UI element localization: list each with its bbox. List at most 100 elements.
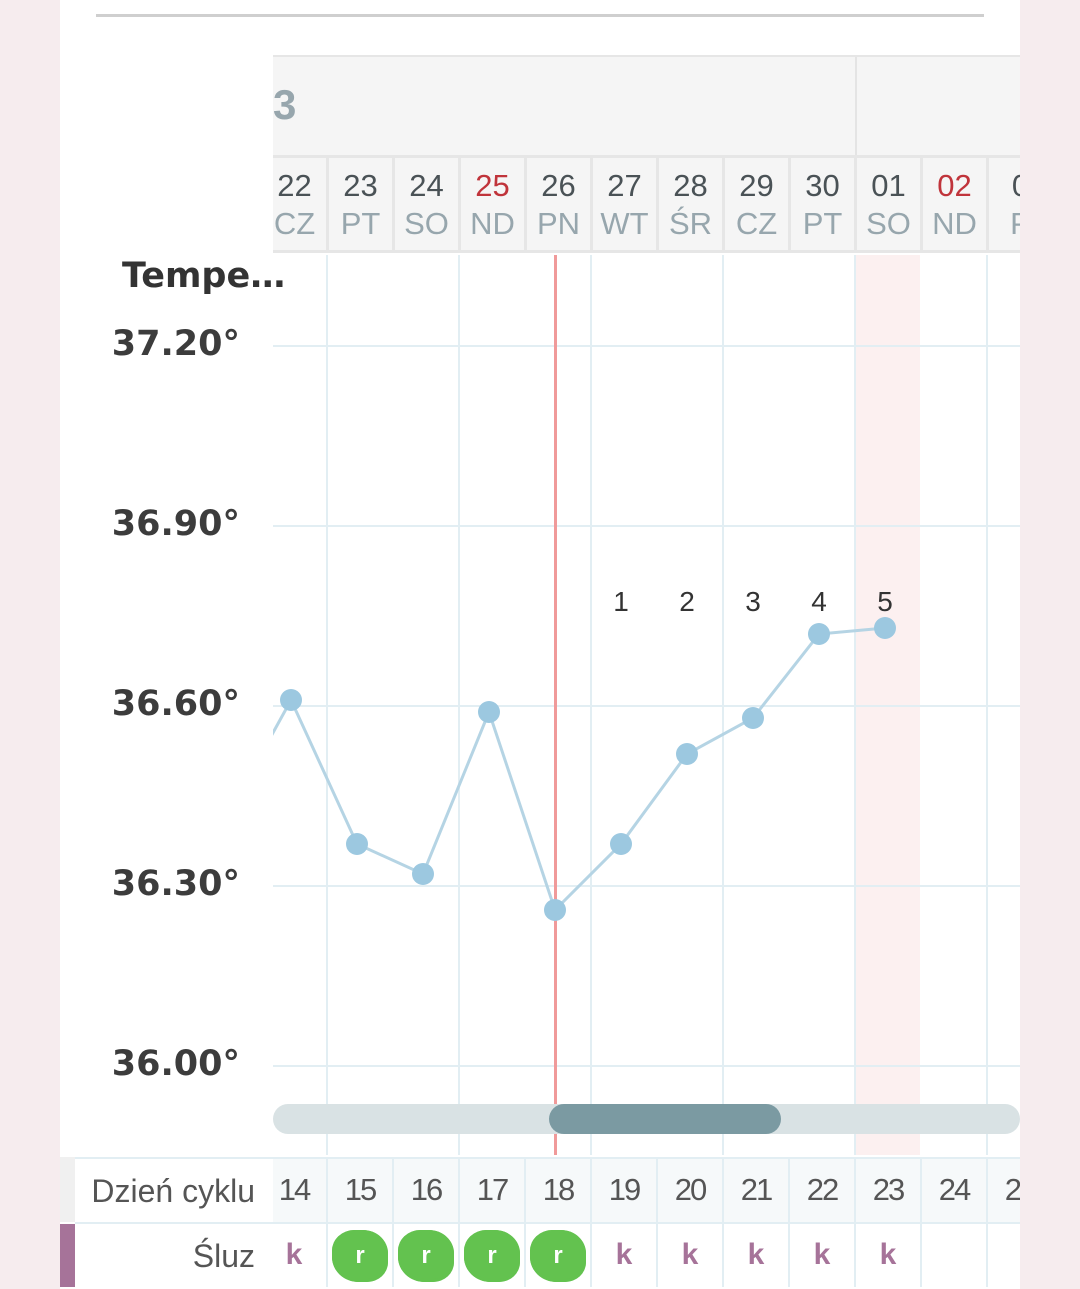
cycle-day-cell: 20 <box>656 1157 722 1222</box>
weekday-name: PN <box>536 206 581 241</box>
temperature-point[interactable] <box>808 623 830 645</box>
temperature-point[interactable] <box>280 689 302 711</box>
weekday-name: ND <box>932 206 977 241</box>
cycle-day-cell: 16 <box>392 1157 458 1222</box>
mucus-cell[interactable]: r <box>392 1222 458 1287</box>
temperature-point[interactable] <box>676 743 698 765</box>
temperature-point[interactable] <box>412 863 434 885</box>
mucus-label: Śluz <box>75 1222 273 1287</box>
day-number: 01 <box>871 168 906 203</box>
cycle-day-cell: 21 <box>722 1157 788 1222</box>
weekday-name: SO <box>404 206 449 241</box>
day-header-30[interactable]: 30 PT <box>788 155 854 253</box>
mucus-cell[interactable] <box>986 1222 1020 1287</box>
temperature-point[interactable] <box>346 833 368 855</box>
cycle-day-cell: 18 <box>524 1157 590 1222</box>
mucus-mark-k: k <box>813 1238 831 1271</box>
scrollbar-thumb[interactable] <box>549 1104 781 1134</box>
cycle-day: 18 <box>542 1172 576 1207</box>
day-header-29[interactable]: 29 CZ <box>722 155 788 253</box>
mucus-badge-r: r <box>398 1230 454 1282</box>
temperature-point[interactable] <box>478 701 500 723</box>
mucus-cell[interactable]: r <box>326 1222 392 1287</box>
day-number: 22 <box>277 168 312 203</box>
weekday-name: PT <box>802 206 843 241</box>
y-tick-label: 36.90° <box>111 504 240 544</box>
mucus-mark-k: k <box>747 1238 765 1271</box>
mucus-badge-r: r <box>530 1230 586 1282</box>
weekday-name: WT <box>600 206 649 241</box>
cycle-day: 16 <box>410 1172 444 1207</box>
grid-line-horizontal <box>273 345 1020 347</box>
cycle-day-cell: 22 <box>788 1157 854 1222</box>
temperature-title: Tempe… <box>122 256 286 296</box>
cycle-day-cell: 15 <box>326 1157 392 1222</box>
cycle-day: 22 <box>806 1172 840 1207</box>
day-number: 24 <box>409 168 444 203</box>
mucus-cell[interactable]: k <box>722 1222 788 1287</box>
day-header-26[interactable]: 26 PN <box>524 155 590 253</box>
mucus-badge-r: r <box>464 1230 520 1282</box>
cycle-day: 15 <box>344 1172 378 1207</box>
point-label: 2 <box>679 586 695 617</box>
cycle-day: 20 <box>674 1172 708 1207</box>
day-header-27[interactable]: 27 WT <box>590 155 656 253</box>
day-header-22[interactable]: 22 CZ <box>273 155 326 253</box>
point-label: 4 <box>811 586 827 617</box>
mucus-cell[interactable]: k <box>788 1222 854 1287</box>
chart-scroll-area[interactable]: 3 22 CZ 23 PT 24 SO 25 ND 26 PN 27 WT 28 ŚR 29 CZ 30 PT 01… <box>273 55 1020 1289</box>
month-divider <box>855 57 857 157</box>
temperature-plot: 1 2 3 4 5 <box>273 586 896 921</box>
day-header-24[interactable]: 24 SO <box>392 155 458 253</box>
mucus-mark-k: k <box>681 1238 699 1271</box>
cycle-day-cell: 17 <box>458 1157 524 1222</box>
temperature-point[interactable] <box>544 899 566 921</box>
cycle-day: 14 <box>278 1172 312 1207</box>
y-tick-label: 36.30° <box>111 864 240 904</box>
mucus-cell[interactable]: r <box>458 1222 524 1287</box>
mucus-cell[interactable]: k <box>656 1222 722 1287</box>
temperature-point[interactable] <box>874 617 896 639</box>
cycle-day: 17 <box>476 1172 510 1207</box>
weekday-name: CZ <box>735 206 778 241</box>
cycle-day: 23 <box>872 1172 906 1207</box>
mucus-mark-k: k <box>879 1238 897 1271</box>
weekday-name: PT <box>340 206 381 241</box>
weekday-name: P <box>989 206 1020 242</box>
mucus-cell[interactable] <box>920 1222 986 1287</box>
cycle-day: 21 <box>740 1172 774 1207</box>
day-header-0[interactable]: 0P <box>986 155 1020 253</box>
chart-card: Tempe… 37.20° 36.90° 36.60° 36.30° 36.00° Dz… <box>60 0 1020 1289</box>
day-number: 28 <box>673 168 708 203</box>
day-number: 0 <box>989 168 1020 204</box>
cycle-day: 19 <box>608 1172 642 1207</box>
grid-line-horizontal <box>273 525 1020 527</box>
day-header-28[interactable]: 28 ŚR <box>656 155 722 253</box>
day-header-02[interactable]: 02 ND <box>920 155 986 253</box>
divider <box>96 14 984 17</box>
temperature-point[interactable] <box>742 707 764 729</box>
day-number: 23 <box>343 168 378 203</box>
day-header-25[interactable]: 25 ND <box>458 155 524 253</box>
row-marker <box>60 1157 75 1222</box>
day-header-01[interactable]: 01 SO <box>854 155 920 253</box>
point-label: 3 <box>745 586 761 617</box>
grid-line-horizontal <box>273 705 1020 707</box>
mucus-cell[interactable]: r <box>524 1222 590 1287</box>
day-number: 29 <box>739 168 774 203</box>
day-number: 25 <box>475 168 510 203</box>
grid-line-horizontal <box>273 885 1020 887</box>
mucus-cell[interactable]: k <box>590 1222 656 1287</box>
cycle-day: 25 <box>1004 1172 1020 1207</box>
weekday-name: SO <box>866 206 911 241</box>
mucus-cell[interactable]: k <box>854 1222 920 1287</box>
cycle-day-cell: 19 <box>590 1157 656 1222</box>
point-label: 1 <box>613 586 629 617</box>
grid-line-horizontal <box>273 1065 1020 1067</box>
month-number: 3 <box>273 81 297 128</box>
temperature-point[interactable] <box>610 833 632 855</box>
cycle-day-cell: 14 <box>273 1157 326 1222</box>
month-header: 3 <box>273 55 1020 157</box>
mucus-cell[interactable]: k <box>273 1222 326 1287</box>
day-header-23[interactable]: 23 PT <box>326 155 392 253</box>
